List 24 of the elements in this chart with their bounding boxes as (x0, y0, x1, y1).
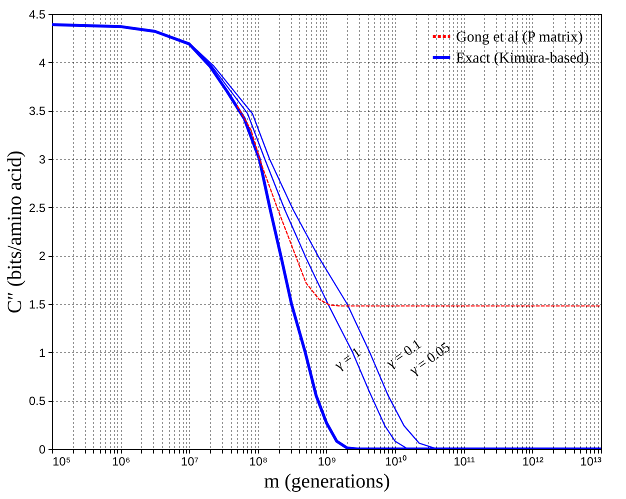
legend-label: Exact (Kimura-based) (456, 50, 589, 66)
x-tick-label: 10¹² (522, 454, 544, 468)
y-tick-label: 2 (38, 249, 46, 264)
y-tick-label: 1 (38, 346, 46, 360)
y-tick-label: 4 (38, 56, 46, 70)
x-tick-label: 10¹⁰ (384, 454, 406, 468)
y-tick-label: 0.5 (28, 394, 46, 408)
annotation: γ = 1 (332, 345, 364, 374)
x-tick-label: 10⁸ (249, 454, 268, 468)
y-tick-label: 2.5 (28, 200, 46, 215)
x-tick-label: 10⁵ (52, 454, 71, 468)
y-tick-label: 4.5 (28, 8, 46, 22)
x-tick-label: 10⁹ (318, 454, 336, 468)
y-tick-label: 3.5 (28, 104, 46, 118)
y-tick-label: 0 (38, 442, 46, 456)
x-tick-label: 10¹³ (580, 454, 602, 468)
y-tick-label: 3 (38, 152, 46, 166)
x-tick-label: 10⁷ (180, 454, 199, 468)
x-axis-title: m (generations) (264, 470, 390, 492)
x-tick-label: 10¹¹ (454, 454, 475, 468)
y-tick-label: 1.5 (28, 298, 46, 312)
y-axis-title: C″ (bits/amino acid) (4, 150, 26, 314)
x-tick-label: 10⁶ (112, 454, 130, 468)
legend-label: Gong et al (P matrix) (456, 30, 583, 46)
